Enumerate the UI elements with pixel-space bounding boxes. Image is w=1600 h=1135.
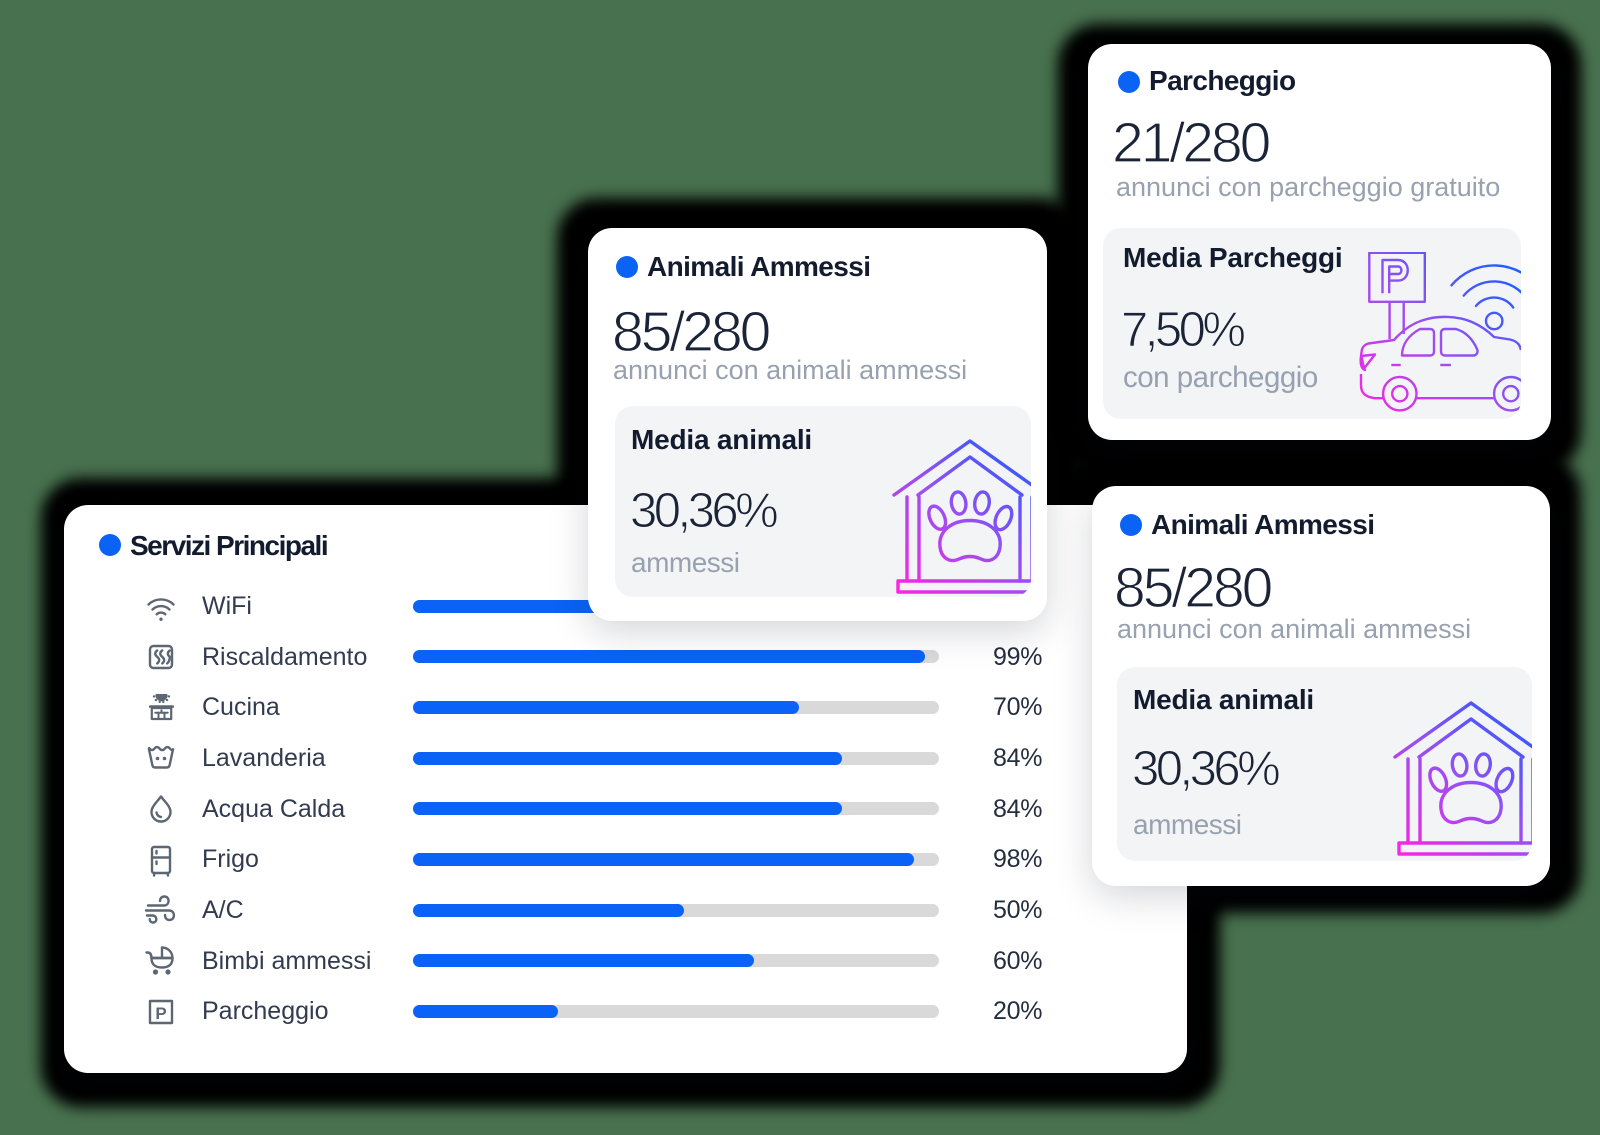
svg-text:P: P	[155, 1004, 166, 1023]
